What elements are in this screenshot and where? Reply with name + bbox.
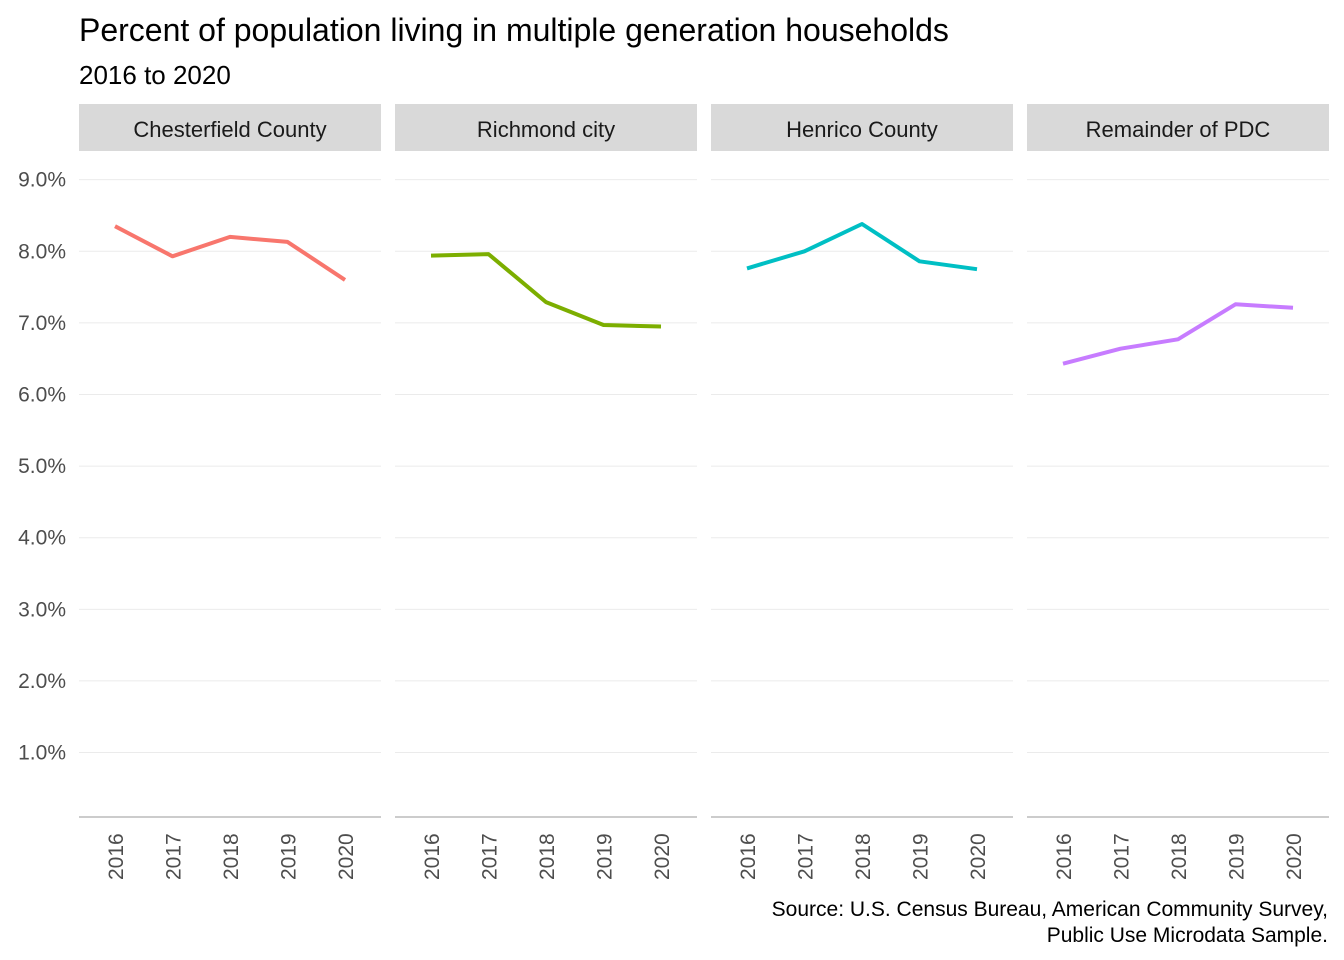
x-tick-label: 2020 — [335, 833, 358, 880]
facet-panel: Chesterfield County 2016 2017 2018 2019 2020 — [79, 104, 381, 880]
x-tick-label: 2020 — [651, 833, 674, 880]
y-tick-label: 5.0% — [18, 455, 66, 478]
x-tick-label: 2017 — [1111, 833, 1134, 880]
facet-strip-label: Remainder of PDC — [1086, 117, 1271, 142]
chart-subtitle: 2016 to 2020 — [79, 60, 231, 90]
facet-strip — [395, 104, 697, 151]
x-tick-label: 2019 — [910, 833, 933, 880]
x-tick-label: 2017 — [795, 833, 818, 880]
x-tick-label: 2018 — [852, 833, 875, 880]
caption-line-2: Public Use Microdata Sample. — [1047, 924, 1328, 947]
x-tick-label: 2020 — [1283, 833, 1306, 880]
series-line — [430, 252, 662, 329]
x-tick-label: 2019 — [1226, 833, 1249, 880]
facet-panel: Richmond city 2016 2017 2018 2019 2020 — [395, 104, 697, 880]
y-tick-label: 2.0% — [18, 670, 66, 693]
x-tick-label: 2018 — [1168, 833, 1191, 880]
facet-strip-label: Chesterfield County — [133, 117, 326, 142]
facet-strip-label: Richmond city — [477, 117, 615, 142]
x-tick-label: 2019 — [278, 833, 301, 880]
x-tick-label: 2019 — [594, 833, 617, 880]
caption-line-1: Source: U.S. Census Bureau, American Com… — [772, 898, 1328, 921]
facet-strip — [711, 104, 1013, 151]
x-tick-label: 2016 — [1053, 833, 1076, 880]
x-tick-label: 2016 — [105, 833, 128, 880]
y-tick-label: 9.0% — [18, 169, 66, 192]
x-tick-label: 2017 — [479, 833, 502, 880]
y-tick-label: 7.0% — [18, 312, 66, 335]
x-tick-label: 2016 — [737, 833, 760, 880]
series-line — [114, 224, 347, 282]
facet-strip — [79, 104, 381, 151]
y-axis: 1.0% 2.0% 3.0% 4.0% 5.0% 6.0% 7.0% 8.0% 9.0% — [18, 169, 66, 765]
y-tick-label: 4.0% — [18, 527, 66, 550]
x-tick-label: 2018 — [536, 833, 559, 880]
y-tick-label: 8.0% — [18, 240, 66, 263]
facet-panel: Henrico County 2016 2017 2018 2019 2020 — [711, 104, 1013, 880]
facet-strip — [1027, 104, 1329, 151]
x-tick-label: 2016 — [421, 833, 444, 880]
y-tick-label: 6.0% — [18, 383, 66, 406]
y-tick-label: 3.0% — [18, 598, 66, 621]
series-line — [1062, 302, 1294, 366]
facet-panel: Remainder of PDC 2016 2017 2018 2019 2020 — [1027, 104, 1329, 880]
series-line — [746, 222, 978, 272]
y-tick-label: 1.0% — [18, 742, 66, 765]
chart-title: Percent of population living in multiple… — [79, 12, 949, 48]
x-tick-label: 2017 — [163, 833, 186, 880]
x-tick-label: 2020 — [967, 833, 990, 880]
x-tick-label: 2018 — [220, 833, 243, 880]
facet-strip-label: Henrico County — [786, 117, 938, 142]
